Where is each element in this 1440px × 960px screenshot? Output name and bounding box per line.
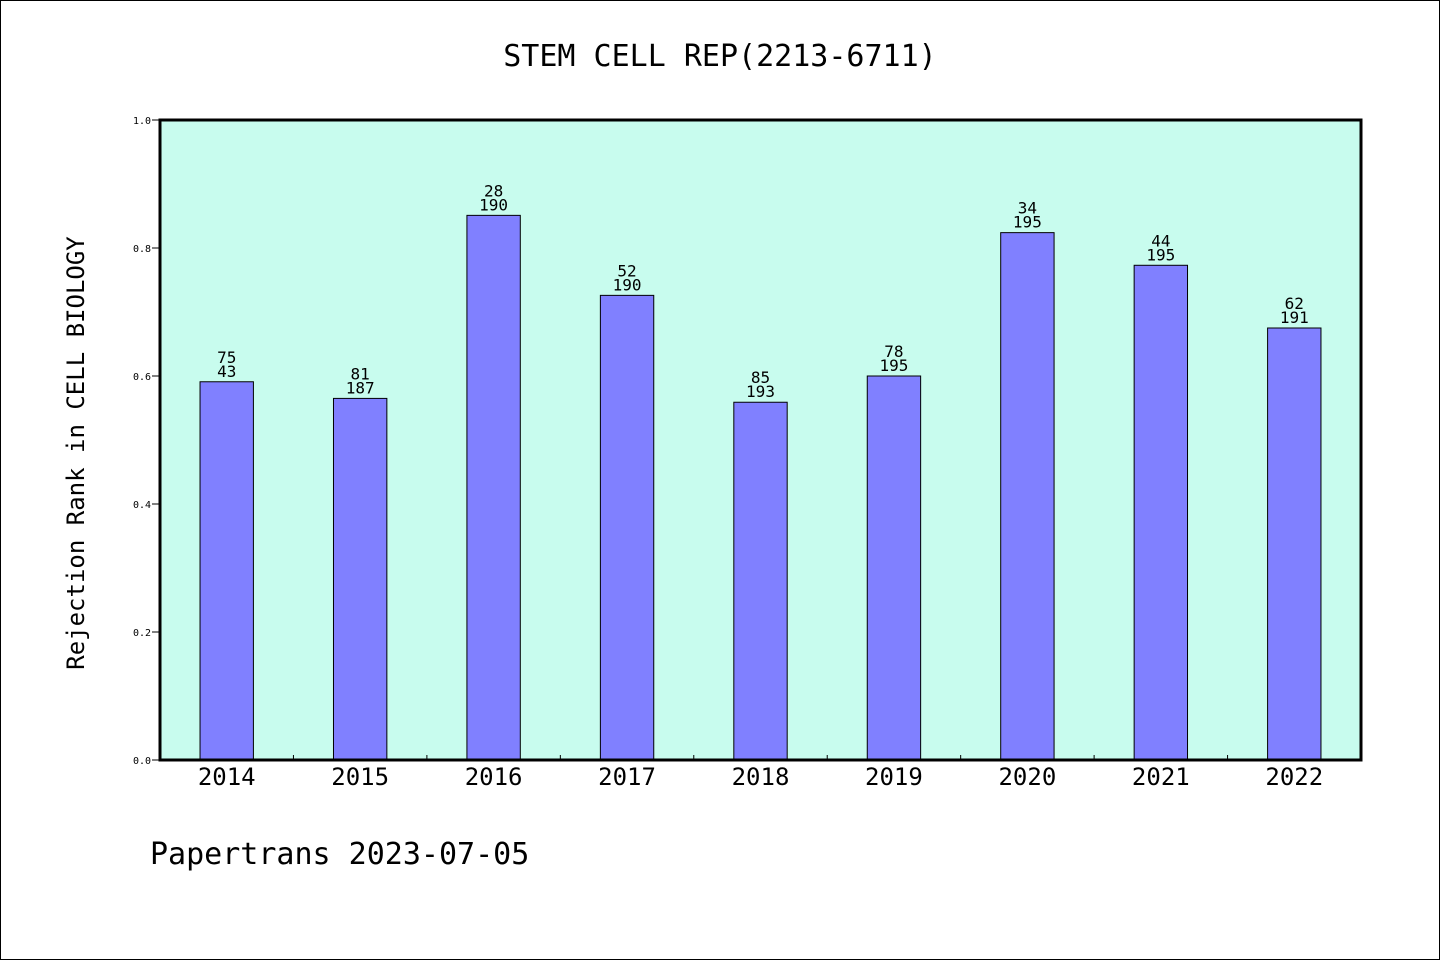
y-tick-label-0.0: 0.0 <box>133 756 151 767</box>
chart-title: STEM CELL REP(2213-6711) <box>503 39 936 74</box>
bar-label-bottom-2016: 190 <box>479 195 508 214</box>
bars-group <box>199 214 1322 761</box>
bar-2019 <box>866 375 922 761</box>
bar-label-top-2021: 44 <box>1151 231 1170 250</box>
bar-label-bottom-2017: 190 <box>613 275 642 294</box>
bar-label-top-2015: 81 <box>351 364 370 383</box>
y-tick-label-0.2: 0.2 <box>133 628 151 639</box>
bar-label-top-2020: 34 <box>1018 199 1037 218</box>
x-tick-label-2021: 2021 <box>1132 763 1190 791</box>
bar-label-bottom-2022: 191 <box>1280 308 1309 327</box>
x-tick-label-2019: 2019 <box>865 763 923 791</box>
bar-label-bottom-2015: 187 <box>346 378 375 397</box>
bar-2017 <box>599 294 655 761</box>
x-tick-label-2016: 2016 <box>465 763 523 791</box>
x-tick-label-2020: 2020 <box>998 763 1056 791</box>
x-tick-label-2014: 2014 <box>198 763 256 791</box>
bar-label-bottom-2018: 193 <box>746 382 775 401</box>
bar-label-top-2016: 28 <box>484 181 503 200</box>
x-tick-label-2015: 2015 <box>331 763 389 791</box>
x-tick-label-2017: 2017 <box>598 763 656 791</box>
bar-label-top-2014: 75 <box>217 348 236 367</box>
bar-label-top-2019: 78 <box>884 342 903 361</box>
bar-label-top-2022: 62 <box>1285 294 1304 313</box>
x-axis-ticks: 2014 2015 2016 2017 2018 2019 2020 2021 2022 <box>198 755 1323 791</box>
bar-2014 <box>199 381 254 761</box>
bar-2020 <box>1000 232 1055 761</box>
x-tick-label-2018: 2018 <box>732 763 790 791</box>
footer-text: Papertrans 2023-07-05 <box>150 837 529 872</box>
plot-border <box>158 118 1363 762</box>
bar-2016 <box>466 214 521 761</box>
bar-label-bottom-2019: 195 <box>879 356 908 375</box>
bar-2018 <box>733 401 788 761</box>
bar-label-bottom-2014: 43 <box>217 362 236 381</box>
bar-2015 <box>332 397 388 761</box>
y-tick-label-0.4: 0.4 <box>133 500 151 511</box>
bar-label-bottom-2021: 195 <box>1146 245 1175 264</box>
bar-2022 <box>1267 327 1322 761</box>
y-tick-label-1.0: 1.0 <box>133 116 151 127</box>
bar-label-top-2018: 85 <box>751 368 770 387</box>
bar-label-top-2017: 52 <box>617 261 636 280</box>
y-axis-label: Rejection Rank in CELL BIOLOGY <box>62 236 90 670</box>
y-tick-label-0.6: 0.6 <box>133 372 151 383</box>
x-tick-label-2022: 2022 <box>1265 763 1323 791</box>
bar-label-bottom-2020: 195 <box>1013 213 1042 232</box>
y-tick-label-0.8: 0.8 <box>133 244 151 255</box>
bar-2021 <box>1133 264 1189 761</box>
y-axis-ticks: 0.0 0.2 0.4 0.6 0.8 1.0 <box>133 116 160 767</box>
